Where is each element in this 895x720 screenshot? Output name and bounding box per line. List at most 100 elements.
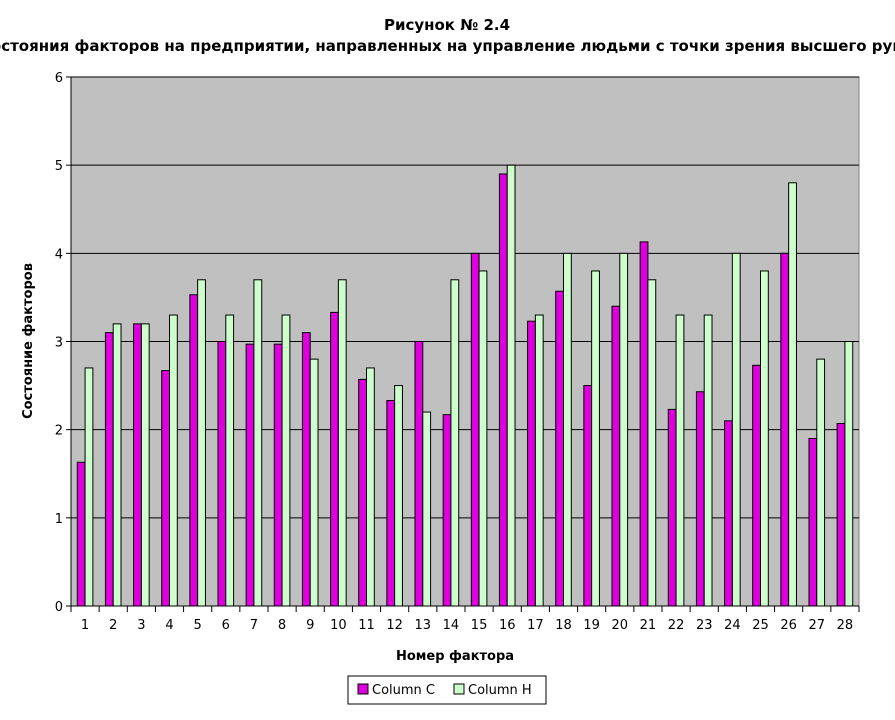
bar-column-c — [752, 364, 762, 607]
bar-column-h — [816, 358, 826, 607]
x-axis-label: Номер фактора — [396, 649, 514, 664]
legend-entry: Column C — [372, 683, 435, 698]
bar-column-h — [619, 252, 629, 607]
bar-column-c — [611, 305, 621, 607]
y-tick-label: 0 — [55, 600, 63, 615]
bar-column-c — [498, 173, 508, 607]
x-tick-label: 3 — [137, 618, 145, 633]
x-tick-label: 23 — [696, 618, 713, 633]
x-tick-label: 13 — [415, 618, 432, 633]
x-tick-label: 18 — [555, 618, 572, 633]
x-tick-label: 15 — [471, 618, 488, 633]
x-tick-label: 14 — [443, 618, 460, 633]
y-tick-label: 4 — [55, 247, 63, 262]
x-tick-label: 12 — [386, 618, 403, 633]
y-tick-label: 1 — [55, 512, 63, 527]
x-tick-label: 26 — [780, 618, 797, 633]
x-tick-label: 6 — [222, 618, 230, 633]
legend-swatch — [357, 683, 369, 695]
bar-column-c — [836, 422, 846, 607]
bar-column-h — [450, 279, 460, 607]
bar-column-h — [647, 279, 657, 607]
bar-column-h — [169, 314, 178, 607]
bar-column-c — [358, 378, 368, 607]
chart-subtitle: Оценка состояния факторов на предприятии… — [0, 37, 895, 55]
x-tick-label: 2 — [109, 618, 117, 633]
y-tick-label: 6 — [55, 71, 63, 86]
x-tick-label: 20 — [612, 618, 629, 633]
bar-column-c — [104, 332, 114, 607]
x-tick-label: 5 — [194, 618, 202, 633]
bar-column-c — [301, 332, 311, 607]
bar-column-c — [527, 320, 536, 607]
x-tick-label: 16 — [499, 618, 516, 633]
x-tick-label: 10 — [330, 618, 347, 633]
bar-column-h — [563, 252, 572, 607]
bar-column-h — [394, 385, 403, 607]
x-tick-label: 24 — [724, 618, 741, 633]
x-tick-label: 21 — [640, 618, 657, 633]
bar-column-h — [253, 279, 263, 607]
legend-swatch — [453, 683, 465, 695]
bar-column-c — [189, 294, 199, 607]
bar-column-h — [309, 358, 319, 607]
bar-column-c — [695, 391, 705, 607]
bar-column-h — [225, 314, 235, 607]
bar-column-c — [161, 370, 170, 607]
bar-column-h — [281, 314, 291, 607]
bar-column-c — [386, 400, 396, 607]
bar-column-h — [760, 270, 769, 607]
bar-column-h — [731, 252, 741, 607]
bar-column-h — [703, 314, 713, 607]
x-tick-label: 1 — [81, 618, 89, 633]
bar-column-c — [217, 341, 227, 607]
bar-column-h — [788, 182, 797, 607]
bars — [76, 164, 854, 607]
x-tick-label: 7 — [250, 618, 258, 633]
x-tick-label: 27 — [809, 618, 826, 633]
x-tick-label: 25 — [752, 618, 769, 633]
bar-column-c — [780, 252, 790, 607]
x-tick-label: 8 — [278, 618, 286, 633]
bar-column-c — [470, 252, 480, 607]
bar-column-c — [245, 343, 255, 607]
x-tick-label: 11 — [358, 618, 375, 633]
chart-title: Рисунок № 2.4 — [384, 16, 510, 34]
x-tick-label: 22 — [668, 618, 685, 633]
bar-column-c — [555, 290, 565, 607]
x-tick-label: 9 — [306, 618, 314, 633]
bar-column-h — [337, 279, 347, 607]
bar-column-h — [366, 367, 375, 607]
legend-entry: Column H — [468, 683, 532, 698]
x-tick-label: 4 — [165, 618, 173, 633]
bar-column-c — [330, 311, 339, 607]
bar-column-h — [478, 270, 488, 607]
bar-column-c — [583, 385, 593, 607]
x-tick-label: 28 — [837, 618, 854, 633]
bar-column-h — [422, 411, 432, 607]
bar-column-c — [724, 420, 733, 607]
bar-column-c — [442, 414, 452, 607]
bar-column-h — [84, 367, 94, 607]
bar-column-c — [667, 408, 677, 607]
bar-column-h — [591, 270, 600, 607]
x-tick-label: 17 — [527, 618, 544, 633]
bar-column-h — [844, 341, 854, 607]
bar-column-c — [414, 341, 424, 607]
bar-column-c — [808, 437, 818, 607]
bar-column-h — [112, 323, 122, 607]
y-axis-label: Состояние факторов — [21, 263, 36, 419]
legend: Column C Column H — [347, 675, 547, 705]
y-tick-label: 2 — [55, 424, 63, 439]
bar-column-h — [675, 314, 685, 607]
bar-column-c — [76, 461, 86, 607]
bar-column-c — [273, 343, 283, 607]
legend-box — [347, 675, 547, 705]
bar-column-h — [197, 279, 206, 607]
bar-column-c — [639, 241, 649, 607]
bar-column-h — [534, 314, 544, 607]
y-tick-label: 5 — [55, 159, 63, 174]
x-tick-label: 19 — [583, 618, 600, 633]
